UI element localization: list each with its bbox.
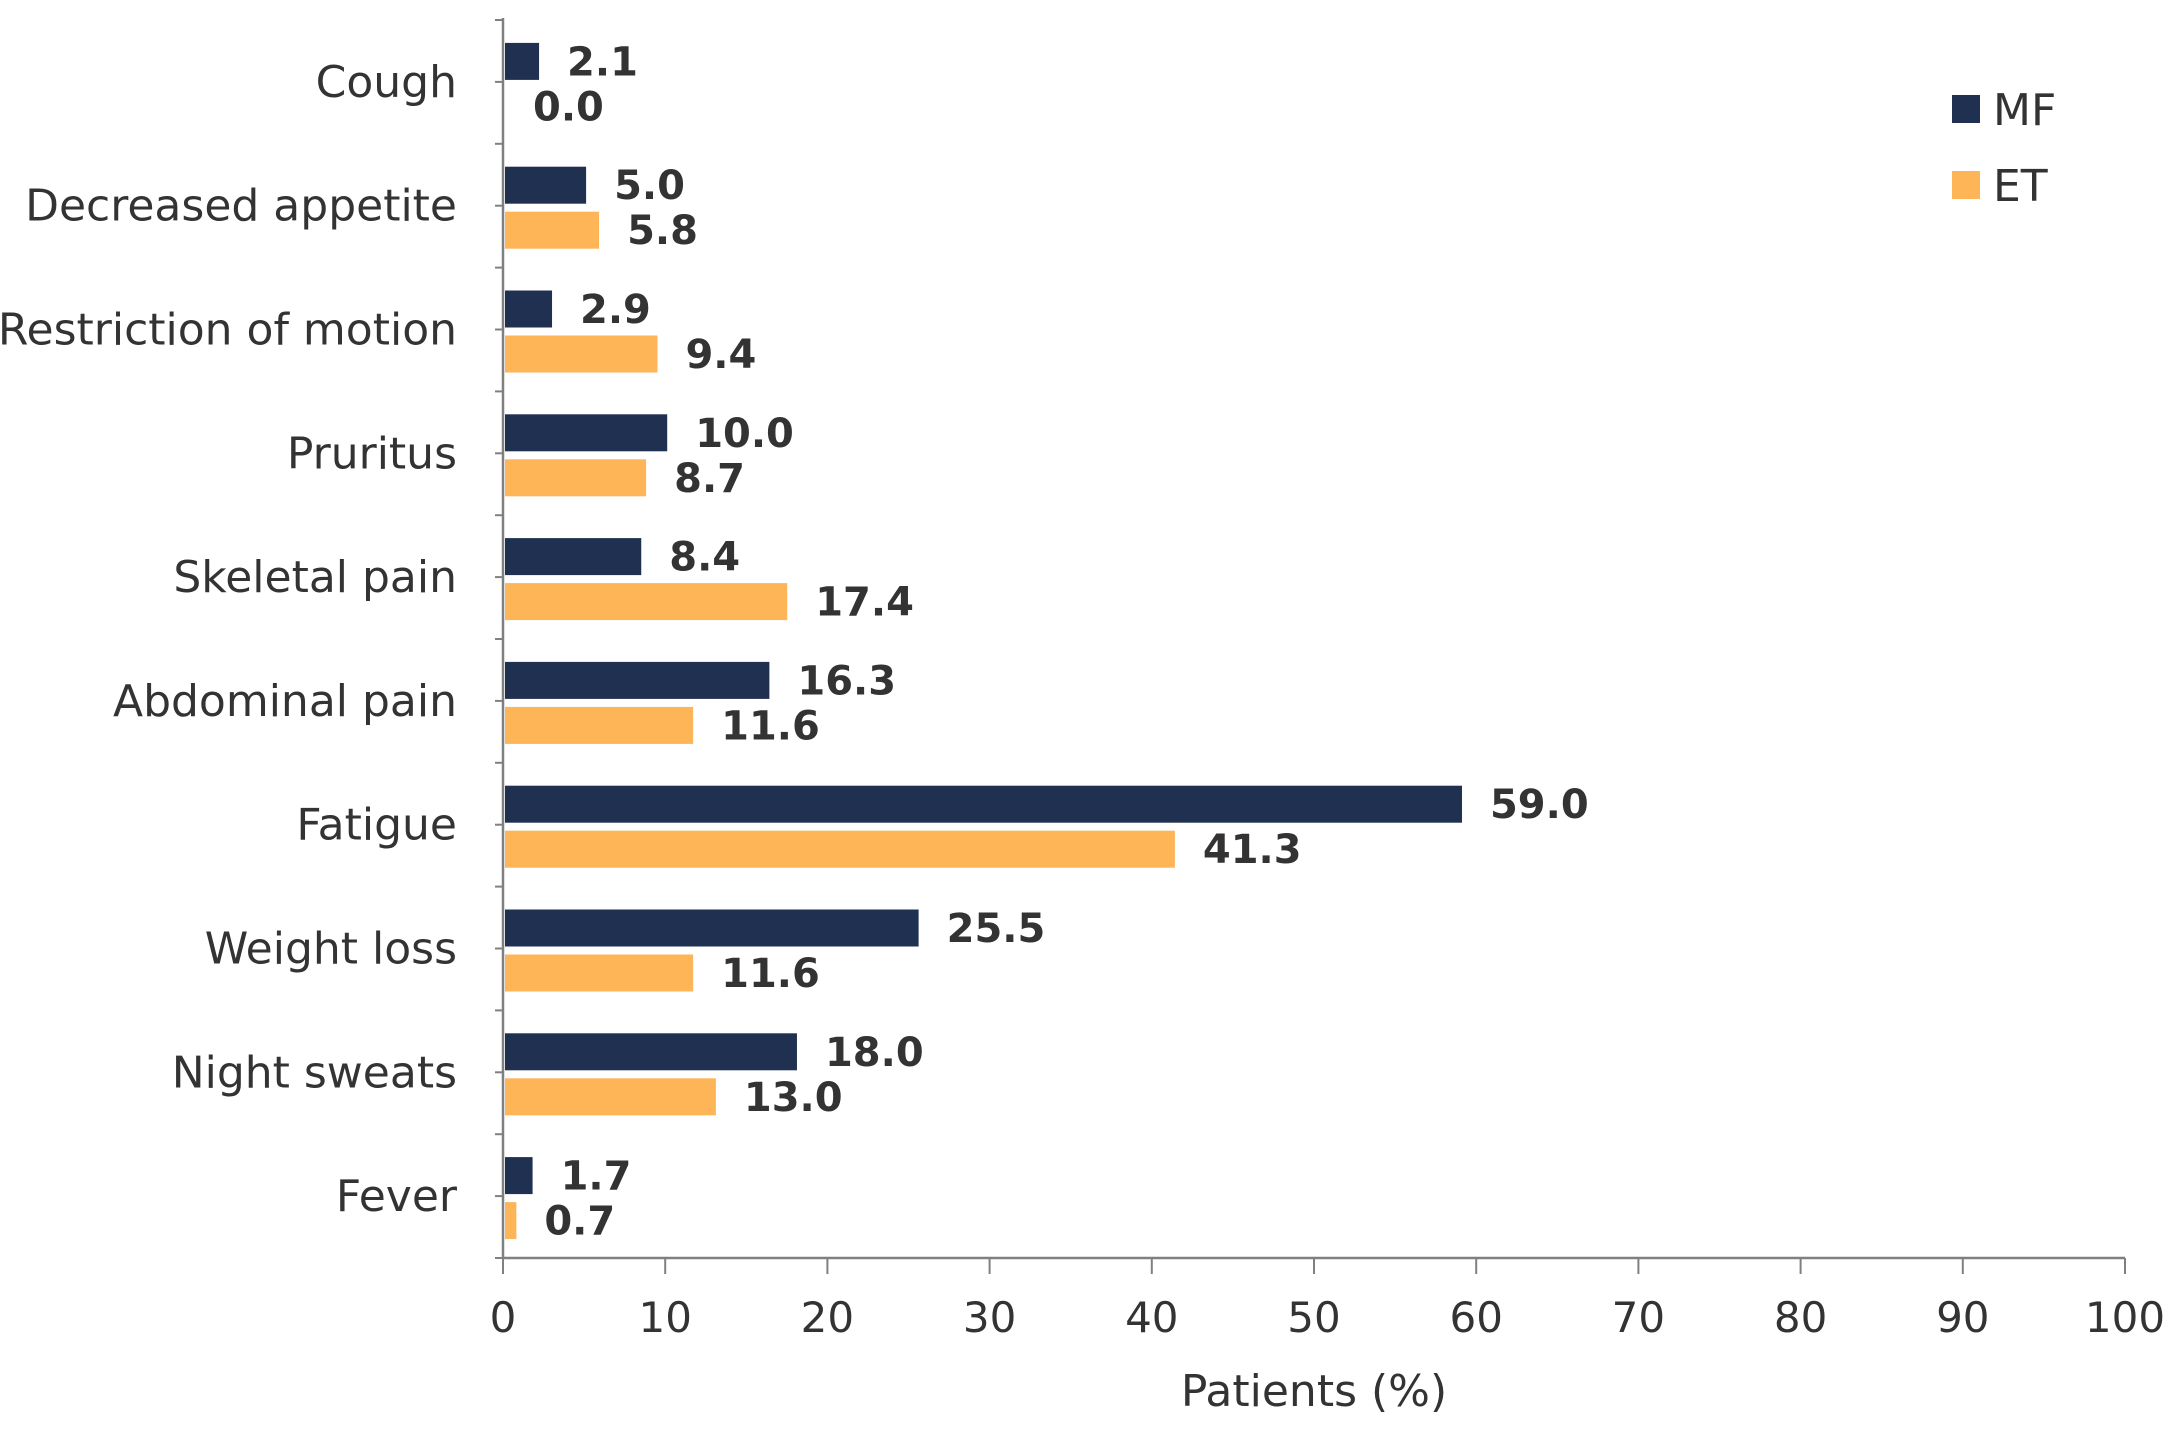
- x-tick-label-30: 30: [963, 1293, 1016, 1342]
- data-label-et-cough: 0.0: [533, 84, 604, 130]
- data-label-et-skeletal-pain: 17.4: [815, 580, 914, 626]
- data-label-mf-skeletal-pain: 8.4: [669, 535, 740, 581]
- category-label-decreased-appetite: Decreased appetite: [25, 181, 457, 232]
- x-tick-label-40: 40: [1125, 1293, 1178, 1342]
- x-tick-label-50: 50: [1287, 1293, 1340, 1342]
- x-tick-label-0: 0: [490, 1293, 517, 1342]
- data-label-et-pruritus: 8.7: [674, 456, 745, 502]
- category-label-fatigue: Fatigue: [296, 800, 457, 851]
- data-label-mf-fatigue: 59.0: [1490, 782, 1589, 828]
- x-tick-label-60: 60: [1449, 1293, 1502, 1342]
- data-label-mf-pruritus: 10.0: [695, 411, 794, 457]
- data-label-mf-restriction-of-motion: 2.9: [580, 287, 651, 333]
- bar-mf-fatigue: [505, 785, 1462, 823]
- data-label-et-weight-loss: 11.6: [721, 951, 820, 997]
- bar-et-fever: [505, 1202, 517, 1240]
- data-label-et-abdominal-pain: 11.6: [721, 703, 820, 749]
- bars-layer: [505, 42, 1462, 1240]
- bar-mf-weight-loss: [505, 909, 919, 947]
- bar-mf-restriction-of-motion: [505, 290, 553, 328]
- legend: MF ET: [1952, 85, 2056, 212]
- x-tick-label-10: 10: [638, 1293, 691, 1342]
- bar-mf-skeletal-pain: [505, 538, 642, 576]
- legend-label-mf: MF: [1993, 85, 2056, 136]
- data-label-et-decreased-appetite: 5.8: [627, 208, 698, 254]
- legend-label-et: ET: [1993, 161, 2048, 212]
- x-tick-label-20: 20: [801, 1293, 854, 1342]
- bar-mf-pruritus: [505, 414, 668, 452]
- bar-et-restriction-of-motion: [505, 335, 658, 373]
- bar-mf-night-sweats: [505, 1033, 797, 1071]
- x-axis-title: Patients (%): [1181, 1366, 1447, 1417]
- bar-mf-cough: [505, 42, 540, 80]
- data-label-mf-cough: 2.1: [567, 39, 638, 85]
- data-label-mf-decreased-appetite: 5.0: [614, 163, 685, 209]
- data-label-mf-night-sweats: 18.0: [825, 1030, 924, 1076]
- x-tick-label-70: 70: [1612, 1293, 1665, 1342]
- category-label-cough: Cough: [316, 57, 457, 108]
- bar-et-night-sweats: [505, 1078, 716, 1116]
- bar-et-decreased-appetite: [505, 211, 600, 249]
- labels-layer: 2.10.0 Cough 5.05.8 Decreased appetite 2.9 9.…: [0, 39, 2165, 1417]
- data-label-et-restriction-of-motion: 9.4: [685, 332, 756, 378]
- legend-swatch-et: [1952, 171, 1980, 199]
- bar-mf-abdominal-pain: [505, 661, 770, 699]
- data-label-et-fatigue: 41.3: [1203, 827, 1302, 873]
- bar-et-fatigue: [505, 830, 1175, 868]
- data-label-et-fever: 0.7: [544, 1199, 615, 1245]
- bar-et-skeletal-pain: [505, 583, 788, 621]
- category-label-night-sweats: Night sweats: [172, 1047, 457, 1098]
- bar-mf-fever: [505, 1157, 533, 1195]
- data-label-mf-fever: 1.7: [561, 1154, 632, 1200]
- x-tick-label-100: 100: [2085, 1293, 2165, 1342]
- category-label-abdominal-pain: Abdominal pain: [113, 676, 457, 727]
- data-label-et-night-sweats: 13.0: [744, 1075, 843, 1121]
- x-tick-label-90: 90: [1936, 1293, 1989, 1342]
- bar-et-weight-loss: [505, 954, 694, 992]
- data-label-mf-abdominal-pain: 16.3: [797, 658, 896, 704]
- bar-et-abdominal-pain: [505, 706, 694, 744]
- category-label-restriction-of-motion: Restriction of motion: [0, 305, 457, 356]
- category-label-skeletal-pain: Skeletal pain: [173, 552, 457, 603]
- category-label-fever: Fever: [336, 1171, 458, 1222]
- bar-et-pruritus: [505, 459, 647, 497]
- legend-swatch-mf: [1952, 95, 1980, 123]
- category-label-pruritus: Pruritus: [287, 428, 457, 479]
- x-tick-label-80: 80: [1774, 1293, 1827, 1342]
- data-label-mf-weight-loss: 25.5: [947, 906, 1046, 952]
- axes-layer: [495, 18, 2126, 1274]
- category-label-weight-loss: Weight loss: [205, 924, 457, 975]
- bar-mf-decreased-appetite: [505, 166, 587, 204]
